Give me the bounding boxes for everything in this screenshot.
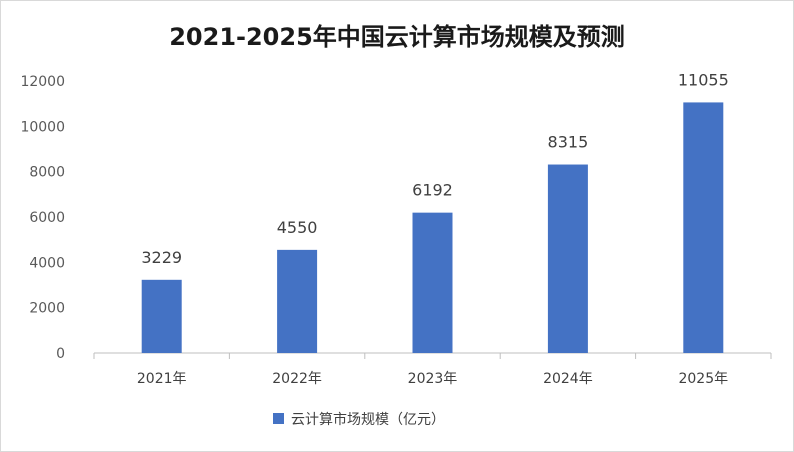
y-tick-label: 8000: [29, 165, 65, 181]
bar: [277, 249, 318, 353]
bar: [547, 164, 588, 353]
bar-series: [141, 102, 724, 353]
data-label: 8315: [548, 133, 589, 152]
x-tick-label: 2024年: [543, 371, 593, 387]
legend: 云计算市场规模（亿元）: [273, 411, 445, 428]
bar: [683, 102, 724, 353]
bar: [412, 212, 453, 353]
data-label: 3229: [141, 248, 182, 267]
data-label: 6192: [412, 181, 453, 200]
chart-title: 2021-2025年中国云计算市场规模及预测: [169, 23, 625, 51]
data-label: 4550: [277, 218, 318, 237]
bar: [141, 279, 182, 353]
y-tick-label: 12000: [20, 74, 65, 90]
x-tick-label: 2022年: [272, 371, 322, 387]
data-label: 11055: [678, 70, 729, 89]
x-tick-label: 2021年: [137, 371, 187, 387]
legend-label: 云计算市场规模（亿元）: [291, 411, 445, 428]
y-tick-label: 0: [56, 346, 65, 362]
y-axis: 0 2000 4000 6000 8000 10000 12000: [20, 74, 65, 362]
x-axis: 2021年 2022年 2023年 2024年 2025年: [93, 352, 772, 387]
legend-swatch: [273, 413, 284, 424]
y-tick-label: 4000: [29, 255, 65, 271]
x-tick-label: 2023年: [408, 371, 458, 387]
y-tick-label: 6000: [29, 210, 65, 226]
y-tick-label: 10000: [20, 119, 65, 135]
x-tick-label: 2025年: [678, 371, 728, 387]
y-tick-label: 2000: [29, 301, 65, 317]
data-labels: 3229 4550 6192 8315 11055: [141, 70, 728, 266]
